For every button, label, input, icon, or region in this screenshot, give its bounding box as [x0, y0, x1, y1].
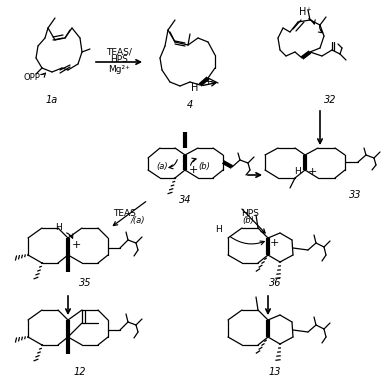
Text: 4: 4 — [187, 100, 193, 110]
Text: OPP: OPP — [23, 73, 40, 83]
Text: +: + — [269, 238, 279, 248]
Text: +: + — [188, 165, 198, 175]
Text: (b): (b) — [198, 163, 210, 171]
Text: Mg²⁺: Mg²⁺ — [108, 66, 130, 74]
Text: HPS: HPS — [241, 208, 259, 217]
Text: TEAS/: TEAS/ — [106, 47, 132, 56]
Text: H: H — [55, 223, 62, 232]
Text: H⁺: H⁺ — [299, 7, 311, 17]
Text: H: H — [295, 168, 301, 176]
Text: (b): (b) — [242, 217, 254, 225]
Text: H: H — [215, 225, 222, 235]
Text: +: + — [71, 240, 81, 250]
Text: 1a: 1a — [46, 95, 58, 105]
Text: (a): (a) — [156, 163, 168, 171]
Text: 35: 35 — [79, 278, 91, 288]
Text: 34: 34 — [179, 195, 191, 205]
Text: 32: 32 — [324, 95, 336, 105]
Text: 12: 12 — [74, 367, 86, 377]
Text: H: H — [191, 83, 199, 93]
Text: 33: 33 — [349, 190, 361, 200]
Text: +: + — [307, 167, 317, 177]
Text: HPS: HPS — [110, 56, 128, 64]
Text: 13: 13 — [269, 367, 281, 377]
Text: TEAS: TEAS — [113, 208, 136, 217]
Text: 36: 36 — [269, 278, 281, 288]
Text: /(a): /(a) — [131, 217, 145, 225]
Text: +: + — [203, 77, 213, 87]
